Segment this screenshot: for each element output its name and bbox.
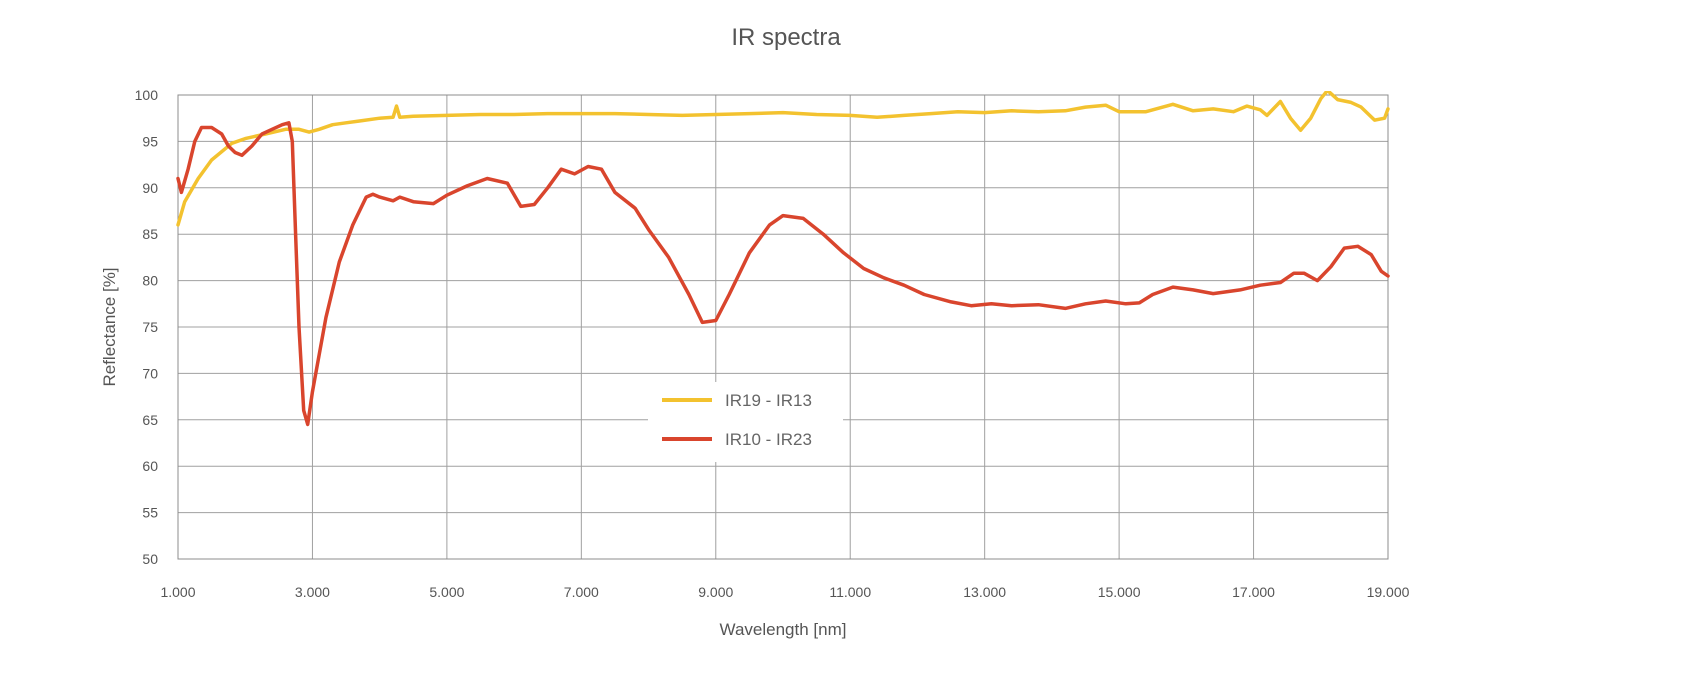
x-tick-label: 13.000 <box>963 584 1006 600</box>
x-tick-label: 17.000 <box>1232 584 1275 600</box>
y-tick-label: 75 <box>142 319 158 335</box>
series-line-ir19-ir13 <box>176 91 1390 227</box>
series-line-ir10-ir23 <box>176 121 1390 427</box>
y-tick-label: 50 <box>142 551 158 567</box>
y-tick-label: 60 <box>142 458 158 474</box>
x-tick-label: 5.000 <box>429 584 464 600</box>
y-tick-label: 90 <box>142 180 158 196</box>
y-tick-label: 100 <box>135 87 159 103</box>
y-tick-label: 85 <box>142 226 158 242</box>
legend-background <box>648 382 843 462</box>
legend: IR19 - IR13 IR10 - IR23 <box>648 382 843 462</box>
chart-title: IR spectra <box>731 24 841 51</box>
x-tick-label: 11.000 <box>829 584 871 600</box>
y-tick-label: 95 <box>142 133 158 149</box>
x-tick-label: 1.000 <box>160 584 195 600</box>
grid <box>177 94 1389 560</box>
y-tick-label: 55 <box>142 505 158 521</box>
y-tick-label: 80 <box>142 273 158 289</box>
y-tick-label: 65 <box>142 412 158 428</box>
plot-frame <box>177 94 1389 560</box>
y-axis-label: Reflectance [%] <box>100 267 119 386</box>
x-tick-label: 3.000 <box>295 584 330 600</box>
y-axis-ticks: 50 55 60 65 70 75 80 85 90 95 100 <box>135 87 159 567</box>
x-tick-label: 9.000 <box>698 584 733 600</box>
legend-label-ir19-ir13: IR19 - IR13 <box>725 391 812 410</box>
y-tick-label: 70 <box>142 365 158 381</box>
legend-label-ir10-ir23: IR10 - IR23 <box>725 430 812 449</box>
x-axis-ticks: 1.000 3.000 5.000 7.000 9.000 11.000 13.000 15.… <box>160 584 1409 600</box>
series-lines <box>176 91 1390 427</box>
x-tick-label: 19.000 <box>1367 584 1410 600</box>
x-axis-label: Wavelength [nm] <box>720 620 847 639</box>
x-tick-label: 7.000 <box>564 584 599 600</box>
x-tick-label: 15.000 <box>1098 584 1141 600</box>
